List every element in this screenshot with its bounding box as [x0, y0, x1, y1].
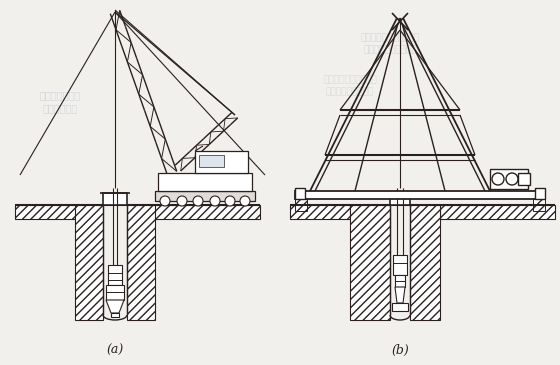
Bar: [392, 303, 408, 311]
Text: 事故预防措施资料下载: 事故预防措施资料下载: [363, 46, 417, 54]
Text: （掌握钻孔灌注桩施工: （掌握钻孔灌注桩施工: [323, 76, 377, 85]
Bar: [393, 255, 407, 275]
Text: 掌握钻孔灌注桩施工质量: 掌握钻孔灌注桩施工质量: [361, 34, 419, 42]
Circle shape: [210, 196, 220, 206]
Bar: [158, 173, 252, 191]
Bar: [75, 205, 103, 320]
Polygon shape: [395, 287, 405, 303]
Bar: [390, 193, 410, 205]
Bar: [533, 199, 545, 211]
Text: 质量事故预防措施）: 质量事故预防措施）: [326, 88, 374, 96]
Circle shape: [160, 196, 170, 206]
Bar: [145, 205, 260, 219]
Bar: [410, 205, 440, 320]
Bar: [295, 188, 305, 199]
Bar: [127, 205, 155, 320]
Bar: [106, 285, 124, 300]
Bar: [290, 205, 350, 219]
Circle shape: [506, 173, 518, 185]
Bar: [295, 191, 545, 199]
Bar: [103, 193, 127, 205]
Circle shape: [492, 173, 504, 185]
Text: (a): (a): [106, 343, 124, 357]
Bar: [490, 169, 528, 189]
Bar: [395, 275, 405, 287]
Circle shape: [193, 196, 203, 206]
Bar: [535, 188, 545, 199]
Circle shape: [240, 196, 250, 206]
Bar: [518, 173, 530, 185]
Bar: [15, 205, 95, 219]
Circle shape: [225, 196, 235, 206]
Bar: [295, 199, 307, 211]
Bar: [195, 151, 248, 173]
Circle shape: [177, 196, 187, 206]
Polygon shape: [106, 300, 124, 313]
Bar: [111, 313, 119, 317]
Bar: [350, 205, 390, 320]
Bar: [199, 155, 224, 167]
Text: (b): (b): [391, 343, 409, 357]
Bar: [108, 265, 122, 285]
Text: 施工质量事故: 施工质量事故: [43, 103, 78, 113]
Bar: [155, 191, 255, 201]
Bar: [440, 205, 555, 219]
Text: 掌握钻孔灌注桩: 掌握钻孔灌注桩: [39, 90, 81, 100]
